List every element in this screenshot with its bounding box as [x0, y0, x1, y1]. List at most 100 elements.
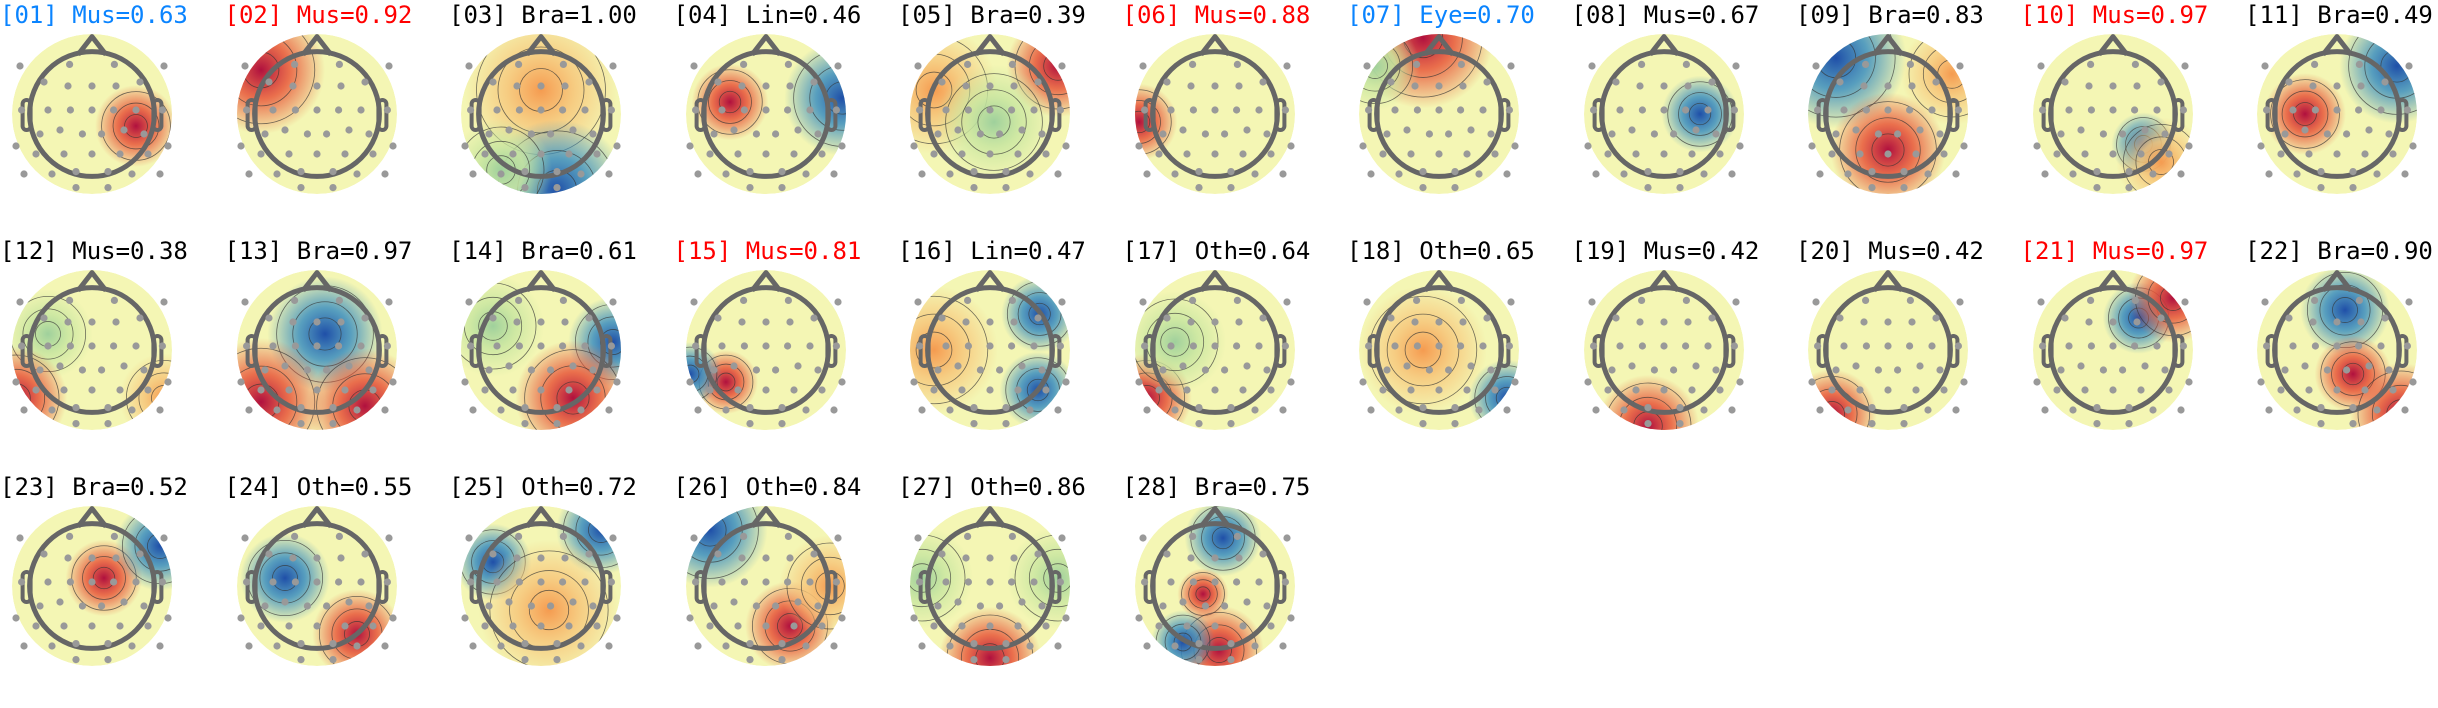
electrode: [1056, 342, 1064, 350]
electrode: [288, 318, 297, 326]
contour-line: [125, 359, 172, 430]
activation-blob: [115, 506, 172, 591]
electrode: [268, 578, 277, 586]
component-title: [06] Mus=0.88: [1122, 1, 1311, 29]
electrode: [996, 130, 1004, 138]
electrode: [156, 406, 164, 414]
electrode: [1286, 142, 1295, 150]
electrode: [1014, 622, 1022, 630]
electrode: [916, 106, 924, 114]
electrode: [1727, 170, 1736, 178]
electrode: [56, 362, 64, 370]
electrode: [918, 642, 926, 650]
activation-blob: [910, 286, 998, 414]
electrode: [809, 78, 818, 86]
right-ear-icon: [1049, 334, 1062, 368]
electrode: [505, 598, 513, 606]
electrode: [1445, 366, 1453, 374]
right-ear-icon: [824, 334, 837, 368]
electrode: [1607, 130, 1616, 138]
electrode: [1201, 602, 1209, 610]
electrode: [1637, 60, 1645, 68]
electrode: [467, 106, 475, 114]
electrode: [509, 386, 517, 394]
electrode: [521, 640, 529, 648]
electrode: [312, 554, 321, 562]
component-title: [12] Mus=0.38: [0, 237, 188, 265]
electrode: [66, 578, 74, 586]
electrode: [465, 534, 473, 542]
electrode: [1928, 342, 1936, 350]
electrode: [729, 362, 738, 370]
electrode: [66, 342, 74, 350]
electrode: [809, 550, 818, 558]
topomap: [12, 270, 172, 430]
electrode: [48, 642, 56, 650]
electrode: [784, 296, 792, 304]
electrode: [264, 550, 273, 558]
electrode: [1650, 366, 1658, 374]
electrode: [777, 184, 786, 192]
electrode: [2311, 60, 2319, 68]
electrode: [18, 342, 26, 350]
electrode: [745, 404, 754, 412]
topomap: [461, 506, 621, 666]
electrode: [1856, 150, 1864, 158]
electrode: [116, 386, 124, 394]
activation-blob: [1830, 92, 1946, 194]
component-title: [04] Lin=0.46: [673, 1, 862, 29]
electrode: [1233, 60, 1241, 68]
electrode: [16, 534, 24, 542]
contour-line: [1688, 102, 1711, 126]
electrode: [1868, 168, 1876, 176]
electrode: [585, 550, 593, 558]
electrode: [1619, 170, 1628, 178]
contour-line: [718, 90, 741, 114]
electrode: [1491, 150, 1499, 158]
electrode: [1403, 362, 1411, 370]
electrode: [761, 386, 770, 394]
activation-blob: [236, 34, 325, 134]
electrode: [336, 82, 345, 90]
electrode: [1194, 168, 1203, 176]
contour-line: [1871, 133, 1905, 167]
electrode: [40, 314, 48, 322]
electrode: [356, 342, 365, 350]
electrode: [537, 318, 545, 326]
nose-icon: [76, 34, 108, 57]
electrode: [986, 578, 994, 586]
electrode: [1189, 578, 1197, 586]
electrode: [783, 342, 791, 350]
left-ear-icon: [469, 570, 482, 604]
electrode: [1407, 386, 1415, 394]
electrode: [312, 578, 321, 586]
electrode: [837, 142, 846, 150]
electrode: [242, 578, 250, 586]
electrode: [128, 170, 136, 178]
electrode: [296, 168, 305, 176]
electrode: [1062, 142, 1070, 150]
electrode: [469, 170, 477, 178]
electrode: [1250, 170, 1259, 178]
electrode: [705, 150, 714, 158]
electrode: [964, 60, 972, 68]
electrode: [2263, 106, 2271, 114]
electrode: [691, 342, 699, 350]
electrode: [1615, 342, 1624, 350]
left-ear-icon: [1592, 334, 1605, 368]
electrode: [72, 184, 80, 192]
electrode: [1924, 170, 1932, 178]
electrode: [569, 362, 577, 370]
electrode: [2076, 126, 2085, 134]
electrode: [291, 342, 299, 350]
electrode: [352, 170, 361, 178]
electrode: [20, 406, 28, 414]
electrode: [1278, 170, 1287, 178]
electrode: [1391, 342, 1399, 350]
activation-blob: [1900, 34, 1968, 126]
nose-icon: [1647, 270, 1680, 293]
electrode: [1008, 578, 1016, 586]
electrode: [1908, 318, 1916, 326]
electrode: [1058, 534, 1066, 542]
electrode: [467, 342, 475, 350]
